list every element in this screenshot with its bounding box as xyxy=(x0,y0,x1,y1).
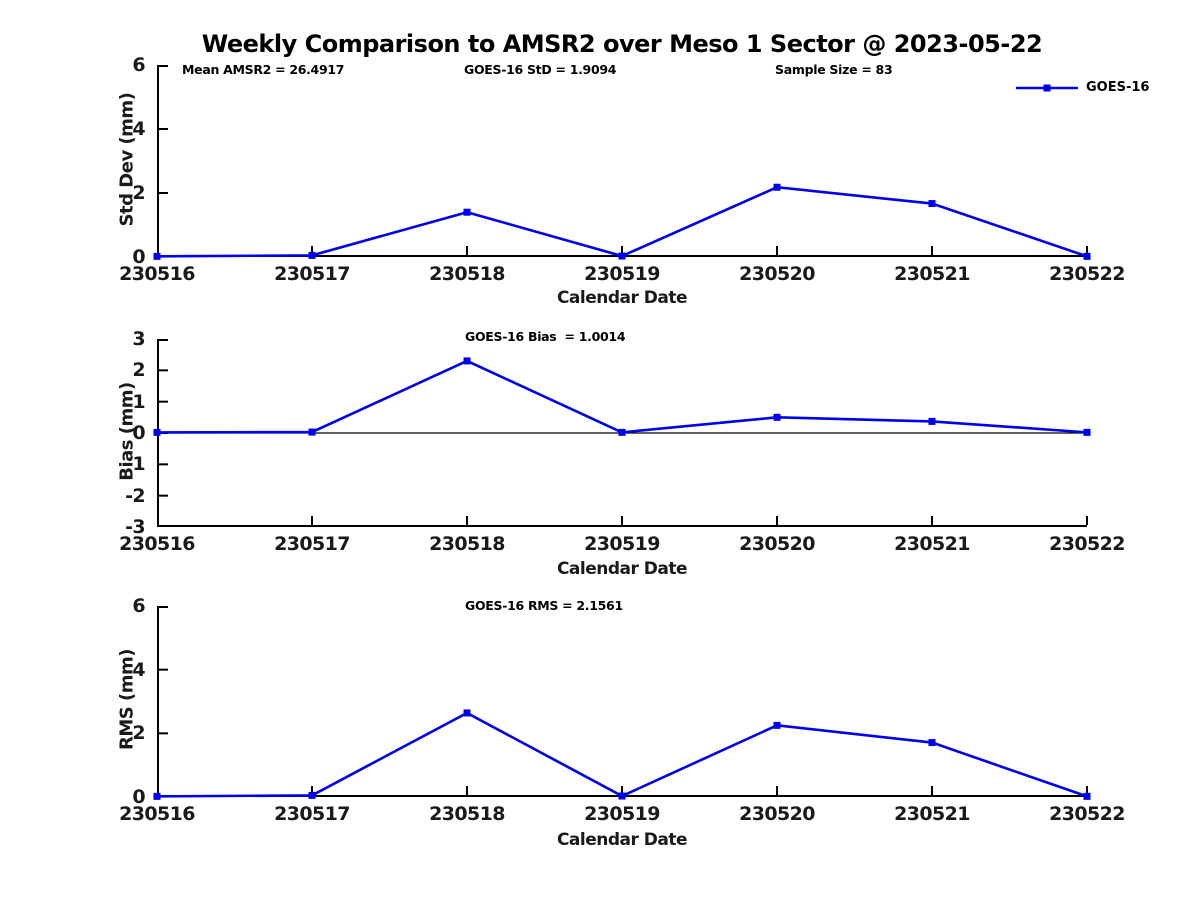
data-point-marker xyxy=(308,251,316,259)
x-tick-label: 230520 xyxy=(739,803,815,825)
data-point-marker xyxy=(153,252,161,260)
annotation-goes16-bias: GOES-16 Bias = 1.0014 xyxy=(465,329,626,344)
y-tick-label: 1 xyxy=(132,390,145,413)
data-point-marker xyxy=(463,357,471,365)
y-tick-label: -3 xyxy=(125,516,146,538)
x-tick-label: 230516 xyxy=(119,803,195,825)
x-tick-label: 230519 xyxy=(584,803,660,825)
data-point-marker xyxy=(153,428,161,436)
legend-line-marker-icon xyxy=(1016,84,1078,91)
data-point-marker xyxy=(618,252,626,260)
y-tick-label: 3 xyxy=(132,328,145,350)
data-line xyxy=(156,359,1088,434)
x-tick-label: 230516 xyxy=(119,263,195,285)
bias-x-axis-label: Calendar Date xyxy=(556,559,688,579)
y-tick-label: 0 xyxy=(132,786,145,808)
data-point-marker xyxy=(463,709,471,717)
data-line xyxy=(156,711,1088,798)
bias-plot-area xyxy=(153,339,1091,527)
data-point-marker xyxy=(928,200,936,208)
stddev-x-axis-label: Calendar Date xyxy=(556,288,688,308)
stddev-y-axis-label: Std Dev (mm) xyxy=(116,92,138,227)
y-tick-label: -1 xyxy=(125,453,146,476)
data-point-marker xyxy=(1083,252,1091,260)
x-tick-label: 230520 xyxy=(739,263,815,285)
data-point-marker xyxy=(618,428,626,436)
y-tick-label: -2 xyxy=(125,484,146,507)
figure-title: Weekly Comparison to AMSR2 over Meso 1 S… xyxy=(201,30,1043,58)
x-tick-label: 230518 xyxy=(429,803,505,825)
y-tick-label: 6 xyxy=(132,54,145,76)
y-tick-label: 6 xyxy=(132,595,145,617)
rms-plot-area xyxy=(153,606,1091,800)
x-tick-label: 230520 xyxy=(739,533,815,555)
x-tick-label: 230519 xyxy=(584,263,660,285)
y-tick-label: 0 xyxy=(132,422,145,444)
x-tick-label: 230521 xyxy=(894,533,970,555)
data-point-marker xyxy=(153,792,161,800)
x-tick-label: 230517 xyxy=(274,263,350,285)
legend-label: GOES-16 xyxy=(1086,80,1150,95)
x-tick-label: 230522 xyxy=(1049,533,1125,555)
data-point-marker xyxy=(1083,428,1091,436)
annotation-goes16-rms: GOES-16 RMS = 2.1561 xyxy=(465,598,623,613)
data-line xyxy=(156,185,1088,258)
data-point-marker xyxy=(308,791,316,799)
data-point-marker xyxy=(928,739,936,747)
annotation-mean-amsr2: Mean AMSR2 = 26.4917 xyxy=(182,62,345,77)
annotation-sample-size: Sample Size = 83 xyxy=(775,62,893,77)
x-tick-label: 230519 xyxy=(584,533,660,555)
y-tick-label: 0 xyxy=(132,246,145,268)
x-tick-label: 230517 xyxy=(274,533,350,555)
y-tick-label: 2 xyxy=(132,182,145,204)
x-tick-label: 230522 xyxy=(1049,803,1125,825)
x-tick-label: 230518 xyxy=(429,263,505,285)
rms-x-axis-label: Calendar Date xyxy=(556,830,688,850)
data-point-marker xyxy=(1083,792,1091,800)
y-tick-label: 2 xyxy=(132,359,145,382)
data-point-marker xyxy=(928,417,936,425)
rms-y-axis-label: RMS (mm) xyxy=(116,649,138,750)
data-point-marker xyxy=(773,183,781,191)
y-tick-label: 4 xyxy=(132,118,145,140)
x-tick-label: 230518 xyxy=(429,533,505,555)
stddev-plot-area xyxy=(153,65,1091,260)
x-tick-label: 230521 xyxy=(894,803,970,825)
data-point-marker xyxy=(463,208,471,216)
legend: GOES-16 xyxy=(1016,80,1149,95)
x-tick-label: 230521 xyxy=(894,263,970,285)
data-point-marker xyxy=(773,413,781,421)
x-tick-label: 230517 xyxy=(274,803,350,825)
annotation-goes16-std: GOES-16 StD = 1.9094 xyxy=(464,62,617,77)
y-tick-label: 4 xyxy=(132,658,145,681)
x-tick-label: 230516 xyxy=(119,533,195,555)
data-point-marker xyxy=(773,721,781,729)
data-point-marker xyxy=(618,792,626,800)
x-tick-label: 230522 xyxy=(1049,263,1125,285)
y-tick-label: 2 xyxy=(132,722,145,745)
data-point-marker xyxy=(308,428,316,436)
